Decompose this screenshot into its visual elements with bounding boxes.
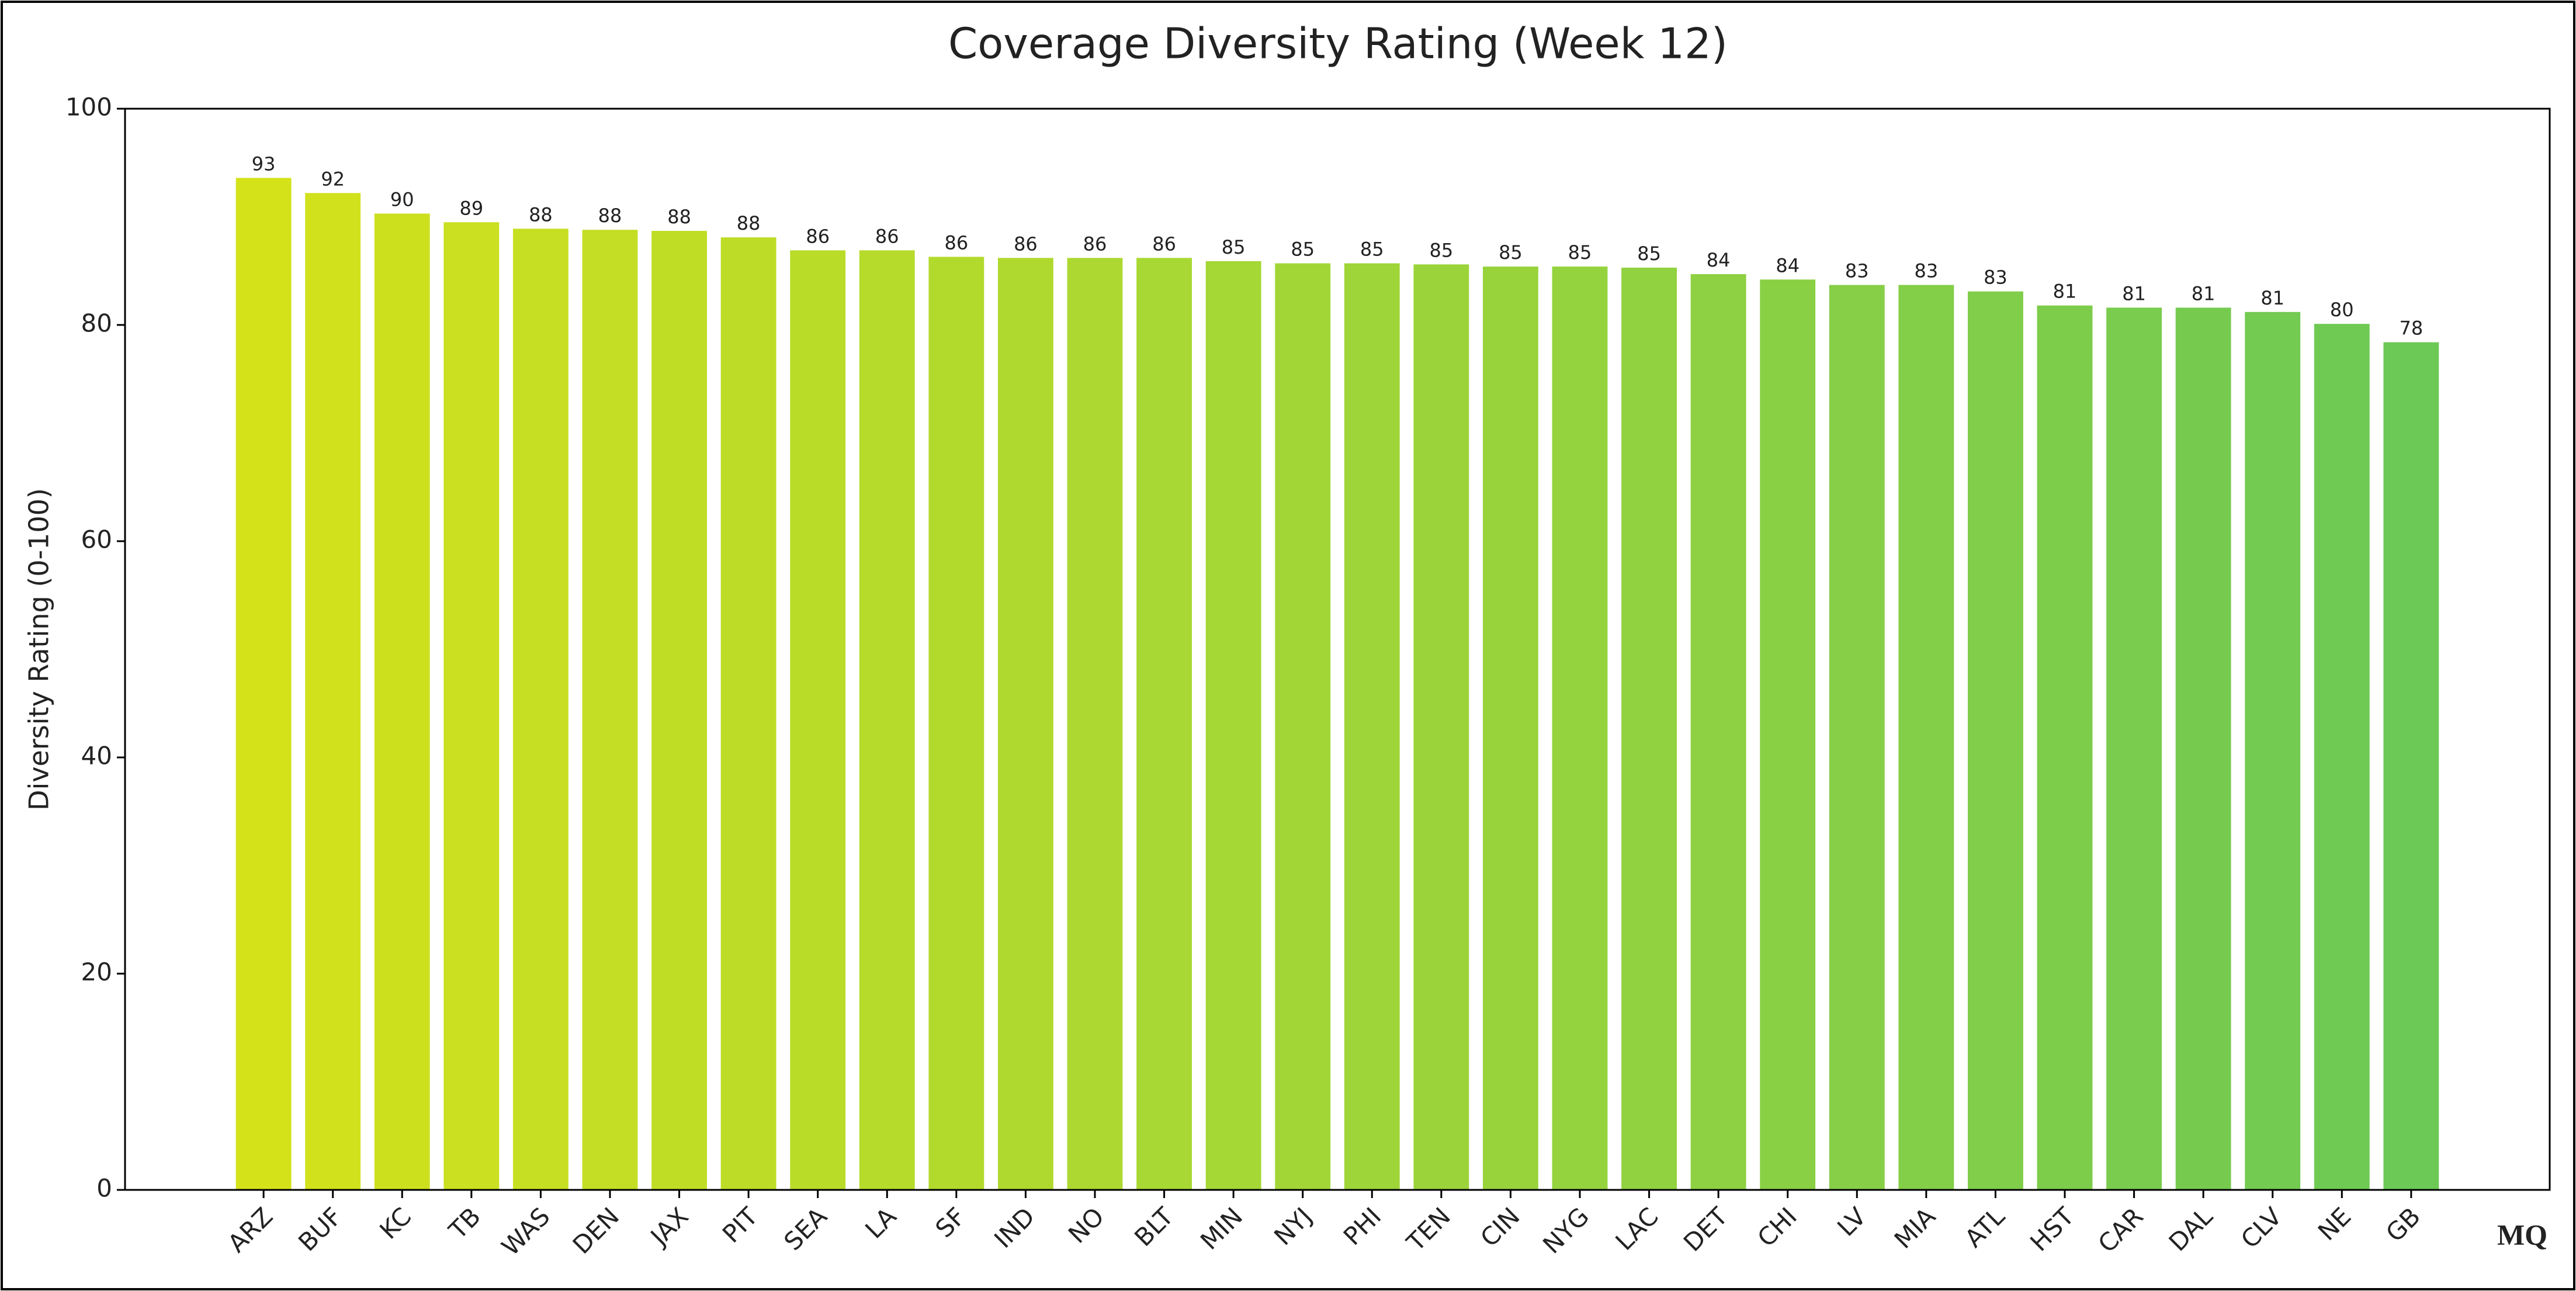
value-label: 92 bbox=[321, 168, 345, 190]
bar bbox=[2245, 311, 2301, 1190]
value-label: 90 bbox=[390, 188, 414, 210]
bar bbox=[790, 250, 846, 1190]
bar bbox=[1483, 266, 1538, 1190]
bar bbox=[1344, 263, 1400, 1190]
bar bbox=[443, 222, 500, 1190]
value-label: 83 bbox=[1845, 260, 1869, 282]
value-label: 80 bbox=[2330, 299, 2354, 321]
bar bbox=[2383, 342, 2439, 1190]
value-label: 86 bbox=[1152, 233, 1176, 255]
y-tick-label: 60 bbox=[81, 525, 112, 554]
value-label: 85 bbox=[1222, 236, 1246, 258]
bar bbox=[1413, 264, 1469, 1190]
value-label: 86 bbox=[944, 231, 968, 254]
value-label: 86 bbox=[1083, 233, 1107, 255]
bar bbox=[859, 250, 915, 1190]
value-label: 85 bbox=[1291, 238, 1315, 261]
bar bbox=[2314, 324, 2370, 1190]
value-label: 93 bbox=[252, 153, 276, 175]
bar bbox=[235, 178, 292, 1190]
bar bbox=[2175, 307, 2231, 1190]
bar bbox=[651, 231, 707, 1190]
y-tick-label: 80 bbox=[81, 309, 112, 338]
y-tick-label: 100 bbox=[65, 93, 112, 122]
bar bbox=[513, 229, 568, 1190]
value-label: 86 bbox=[806, 225, 830, 247]
bar bbox=[720, 237, 776, 1190]
value-label: 89 bbox=[459, 197, 483, 219]
value-label: 85 bbox=[1568, 241, 1592, 264]
y-axis-label: Diversity Rating (0-100) bbox=[23, 488, 55, 811]
bar bbox=[998, 258, 1053, 1190]
y-tick-label: 0 bbox=[96, 1174, 112, 1203]
bar bbox=[305, 193, 361, 1190]
bar bbox=[1829, 285, 1885, 1190]
value-label: 84 bbox=[1707, 249, 1731, 271]
value-label: 81 bbox=[2122, 282, 2146, 304]
value-label: 86 bbox=[1014, 233, 1038, 255]
bar bbox=[582, 230, 638, 1190]
value-label: 85 bbox=[1429, 239, 1453, 261]
value-label: 85 bbox=[1499, 241, 1523, 264]
value-label: 88 bbox=[667, 206, 691, 228]
bar bbox=[1968, 291, 2023, 1190]
plot-frame bbox=[124, 108, 2551, 1191]
value-label: 85 bbox=[1360, 238, 1384, 261]
value-label: 81 bbox=[2260, 287, 2284, 309]
bar bbox=[374, 213, 430, 1190]
bar bbox=[1898, 285, 1954, 1190]
y-tick-label: 20 bbox=[81, 958, 112, 987]
bar bbox=[2106, 307, 2162, 1190]
bar bbox=[1690, 274, 1746, 1190]
bar bbox=[2037, 305, 2093, 1190]
bar bbox=[1275, 263, 1331, 1190]
value-label: 86 bbox=[875, 225, 899, 247]
value-label: 88 bbox=[737, 212, 761, 234]
value-label: 81 bbox=[2053, 281, 2077, 303]
chart-title: Coverage Diversity Rating (Week 12) bbox=[948, 19, 1728, 68]
value-label: 85 bbox=[1637, 243, 1661, 265]
value-label: 83 bbox=[1984, 266, 2008, 289]
bar bbox=[1067, 258, 1123, 1190]
value-label: 88 bbox=[529, 203, 553, 226]
value-label: 78 bbox=[2399, 317, 2423, 340]
bar bbox=[1621, 267, 1677, 1190]
bar bbox=[1760, 279, 1816, 1190]
value-label: 81 bbox=[2192, 282, 2216, 304]
y-tick-label: 40 bbox=[81, 742, 112, 770]
bar bbox=[1552, 266, 1608, 1190]
value-label: 88 bbox=[598, 205, 622, 227]
bar bbox=[1205, 261, 1261, 1190]
bar bbox=[928, 257, 984, 1190]
value-label: 83 bbox=[1914, 260, 1938, 282]
value-label: 84 bbox=[1776, 254, 1800, 276]
watermark: MQ bbox=[2497, 1218, 2547, 1251]
bar bbox=[1136, 258, 1192, 1190]
